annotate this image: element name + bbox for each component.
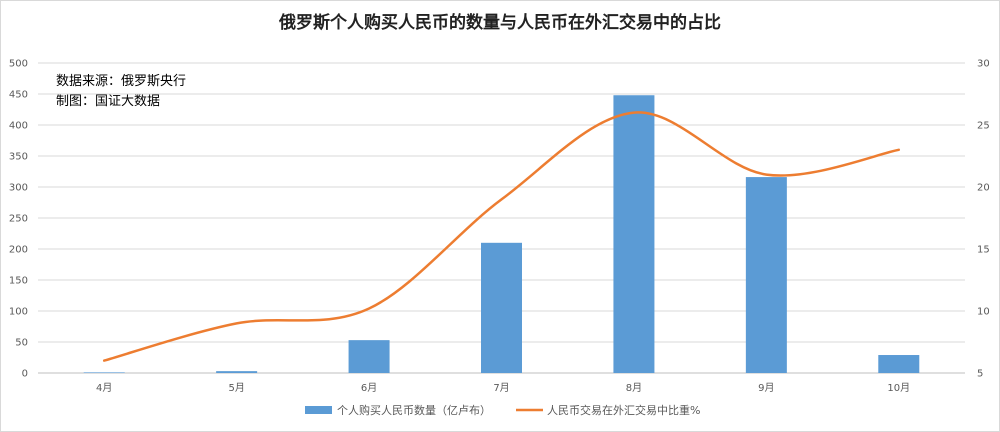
author-note: 制图：国证大数据 [56, 94, 161, 109]
legend-label-bars: 个人购买人民币数量（亿卢布） [337, 403, 491, 417]
left-tick-label: 200 [9, 245, 28, 256]
x-tick-label: 8月 [626, 382, 642, 394]
right-tick-label: 5 [977, 369, 983, 380]
right-tick-label: 30 [977, 59, 990, 70]
x-tick-label: 9月 [758, 382, 774, 394]
bar [83, 372, 125, 373]
x-tick-label: 10月 [887, 382, 910, 394]
right-tick-label: 15 [977, 245, 990, 256]
right-tick-label: 25 [977, 121, 990, 132]
bar [878, 355, 920, 373]
right-tick-label: 10 [977, 307, 990, 318]
left-tick-label: 250 [9, 214, 28, 225]
left-tick-label: 300 [9, 183, 28, 194]
left-tick-label: 350 [9, 152, 28, 163]
bar [348, 340, 390, 373]
x-tick-label: 5月 [228, 382, 244, 394]
bar [481, 242, 522, 373]
bar [613, 95, 655, 374]
x-tick-label: 6月 [361, 382, 377, 394]
left-tick-label: 50 [15, 338, 28, 349]
left-tick-label: 500 [9, 59, 28, 70]
left-tick-label: 100 [9, 307, 28, 318]
x-tick-label: 4月 [96, 382, 112, 394]
x-tick-label: 7月 [493, 382, 509, 394]
right-tick-label: 20 [977, 183, 990, 194]
left-tick-label: 400 [9, 121, 28, 132]
data-source-note: 数据来源：俄罗斯央行 [56, 74, 187, 89]
chart-title: 俄罗斯个人购买人民币的数量与人民币在外汇交易中的占比 [279, 13, 721, 33]
legend-label-line: 人民币交易在外汇交易中比重% [547, 403, 700, 417]
left-tick-label: 0 [22, 369, 28, 380]
left-tick-label: 450 [9, 90, 28, 101]
left-tick-label: 150 [9, 276, 28, 287]
legend-swatch-bars [305, 406, 332, 414]
bar [745, 177, 787, 373]
bar [216, 371, 258, 373]
